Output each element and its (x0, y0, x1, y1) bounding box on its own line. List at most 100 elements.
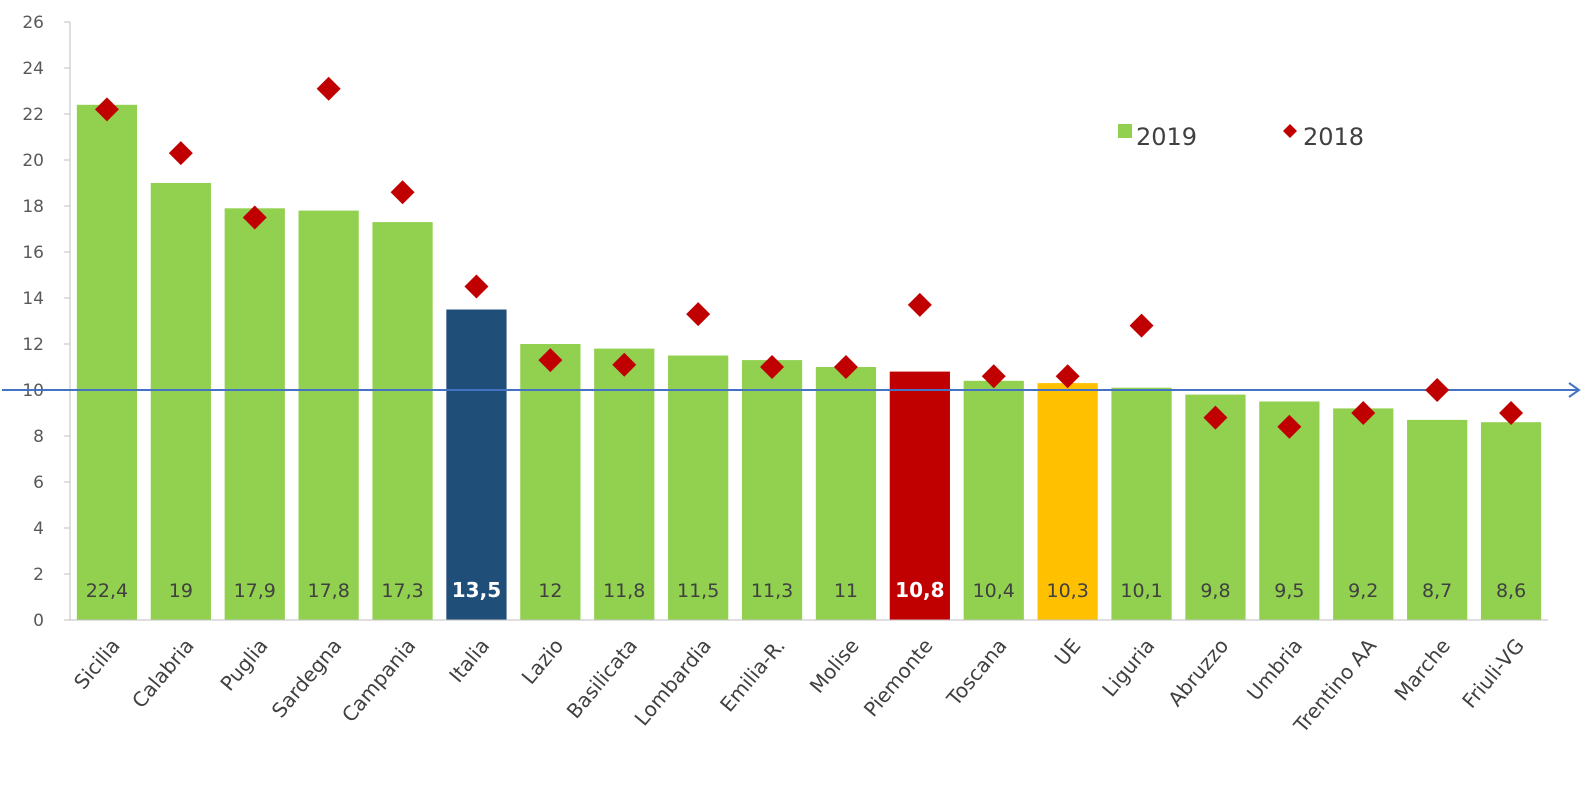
bar-liguria (1111, 387, 1172, 620)
legend: 2019 2018 (1118, 123, 1364, 151)
y-tick-label: 12 (22, 335, 44, 355)
marker-2018-umbria (1277, 414, 1302, 439)
marker-2018-campania (390, 180, 415, 205)
bar-value-label: 17,8 (307, 580, 349, 602)
y-tick-label: 18 (22, 197, 44, 217)
x-tick-label: Abruzzo (1163, 634, 1233, 711)
bar-ue (1037, 383, 1098, 620)
bar-puglia (224, 208, 285, 621)
bar-value-label: 13,5 (452, 578, 501, 602)
bar-value-label: 10,3 (1046, 580, 1088, 602)
y-tick-label: 14 (22, 289, 44, 309)
x-tick-label: Sicilia (69, 634, 125, 694)
x-tick-label: Sardegna (267, 634, 347, 723)
bars-2019 (76, 104, 1542, 621)
x-tick-label: Campania (337, 634, 420, 727)
marker-2018-trentino-aa (1351, 401, 1376, 425)
bar-marche (1407, 419, 1468, 620)
marker-2018-abruzzo (1203, 405, 1228, 430)
marker-2018-lombardia (686, 302, 711, 327)
bar-value-label: 8,7 (1422, 580, 1452, 602)
x-tick-label: Lazio (517, 634, 569, 689)
y-tick-label: 26 (22, 13, 44, 33)
data-labels: 22,4 19 17,9 17,8 17,3 13,5 12 11,8 11,5 11,3 11 10… (86, 578, 1526, 602)
bar-value-label: 9,2 (1348, 580, 1378, 602)
y-tick-label: 6 (33, 473, 44, 493)
bar-value-label: 11 (834, 580, 858, 602)
legend-label-2019: 2019 (1136, 123, 1197, 151)
bar-value-label: 10,1 (1120, 580, 1162, 602)
bar-value-label: 19 (169, 580, 193, 602)
y-tick-label: 20 (22, 151, 44, 171)
markers-2018 (94, 76, 1524, 439)
marker-2018-basilicata (612, 352, 637, 377)
x-tick-label: Liguria (1097, 634, 1159, 702)
bar-calabria (150, 183, 211, 620)
marker-2018-piemonte (907, 292, 932, 317)
bar-emilia-r- (741, 360, 803, 620)
bar-value-label: 10,4 (973, 580, 1015, 602)
legend-swatch-2019 (1118, 124, 1132, 138)
bar-value-label: 17,9 (234, 580, 276, 602)
x-tick-label: UE (1050, 634, 1086, 670)
bar-lombardia (668, 355, 729, 620)
y-tick-label: 4 (33, 519, 44, 539)
y-tick-label: 24 (22, 59, 44, 79)
marker-2018-sicilia (94, 97, 119, 122)
bar-italia (446, 309, 507, 620)
bar-value-label: 8,6 (1496, 580, 1526, 602)
x-tick-label: Marche (1389, 634, 1454, 706)
bar-value-label: 10,8 (895, 578, 944, 602)
x-tick-label: Puglia (215, 634, 272, 696)
bar-sardegna (298, 210, 359, 620)
bar-basilicata (594, 348, 655, 620)
bar-abruzzo (1185, 394, 1246, 620)
bar-value-label: 9,5 (1274, 580, 1304, 602)
bar-trentino-aa (1333, 408, 1394, 620)
bar-toscana (963, 380, 1024, 620)
x-tick-label: Umbria (1242, 634, 1307, 705)
marker-2018-liguria (1129, 313, 1154, 338)
y-tick-label: 8 (33, 427, 44, 447)
x-tick-label: Molise (805, 634, 864, 698)
bar-value-label: 11,8 (603, 580, 645, 602)
y-tick-label: 22 (22, 105, 44, 125)
marker-2018-italia (464, 274, 489, 299)
bar-value-label: 22,4 (86, 580, 128, 602)
x-tick-label: Friuli-VG (1457, 634, 1529, 713)
x-tick-label: Italia (444, 634, 494, 687)
bar-value-label: 11,3 (751, 580, 793, 602)
bar-piemonte (889, 371, 950, 620)
x-tick-label: Lombardia (630, 634, 716, 731)
reference-line-arrow (1568, 382, 1581, 398)
bar-value-label: 12 (538, 580, 562, 602)
bar-campania (372, 222, 433, 620)
x-tick-label: Basilicata (562, 634, 642, 723)
bar-molise (815, 367, 877, 620)
marker-2018-friuli-vg (1499, 401, 1524, 425)
x-tick-label: Emilia-R. (715, 634, 790, 717)
bar-value-label: 17,3 (381, 580, 423, 602)
y-tick-label: 16 (22, 243, 44, 263)
x-tick-label: Toscana (941, 634, 1011, 711)
bar-value-label: 9,8 (1200, 580, 1230, 602)
marker-2018-emilia-r- (760, 355, 785, 379)
marker-2018-marche (1425, 378, 1450, 402)
x-tick-label: Calabria (127, 634, 199, 713)
legend-label-2018: 2018 (1303, 123, 1364, 151)
x-tick-label: Piemonte (859, 634, 938, 721)
reference-line (2, 382, 1581, 398)
marker-2018-lazio (538, 348, 563, 373)
bar-value-label: 11,5 (677, 580, 719, 602)
bar-sicilia (76, 104, 138, 621)
marker-2018-toscana (981, 364, 1006, 389)
bar-friuli-vg (1480, 422, 1542, 620)
marker-2018-puglia (242, 205, 267, 230)
y-tick-label: 0 (33, 611, 44, 631)
bar-lazio (520, 344, 581, 620)
marker-2018-ue (1055, 364, 1080, 389)
y-tick-label: 2 (33, 565, 44, 585)
